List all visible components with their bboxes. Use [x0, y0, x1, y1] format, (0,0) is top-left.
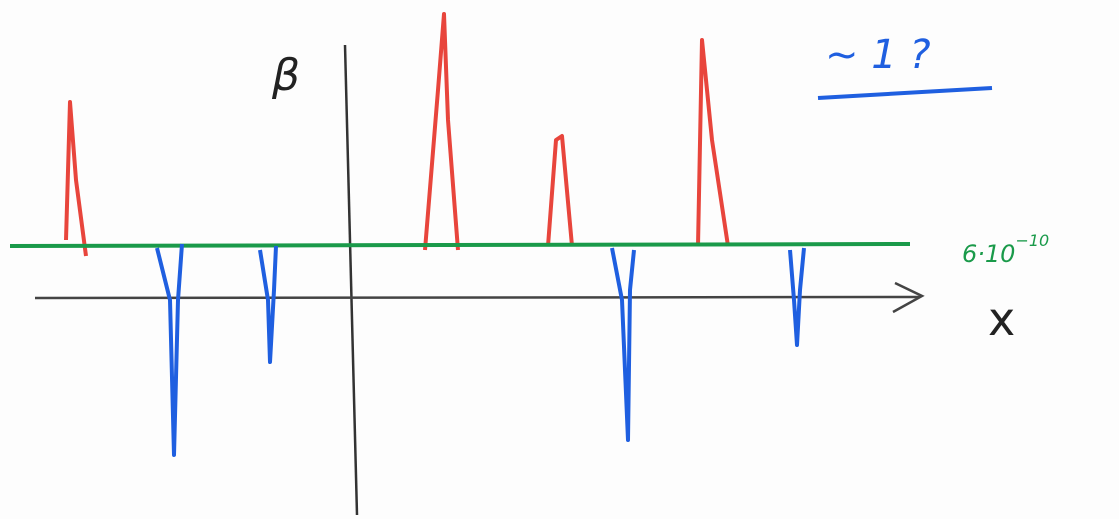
level-base: 6·10 — [962, 240, 1015, 268]
background — [0, 0, 1119, 519]
sketch: β x ~ 1 ? 6·10−10 — [0, 0, 1119, 519]
level-line — [10, 244, 910, 246]
note: ~ 1 ? — [825, 32, 931, 78]
y-axis-label: β — [271, 50, 300, 101]
level-exponent: −10 — [1015, 231, 1049, 250]
x-axis-label: x — [988, 292, 1015, 346]
